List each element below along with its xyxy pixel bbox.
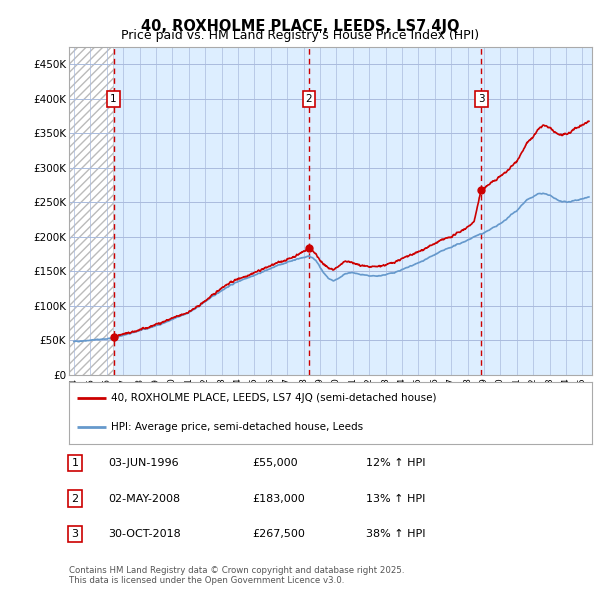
Text: £267,500: £267,500 bbox=[252, 529, 305, 539]
Text: 2: 2 bbox=[71, 494, 79, 503]
Text: 40, ROXHOLME PLACE, LEEDS, LS7 4JQ: 40, ROXHOLME PLACE, LEEDS, LS7 4JQ bbox=[141, 19, 459, 34]
Text: 3: 3 bbox=[71, 529, 79, 539]
Text: 3: 3 bbox=[478, 94, 484, 104]
Text: 1: 1 bbox=[110, 94, 117, 104]
Text: 12% ↑ HPI: 12% ↑ HPI bbox=[366, 458, 425, 468]
Text: 13% ↑ HPI: 13% ↑ HPI bbox=[366, 494, 425, 503]
Text: 03-JUN-1996: 03-JUN-1996 bbox=[108, 458, 179, 468]
Text: Contains HM Land Registry data © Crown copyright and database right 2025.
This d: Contains HM Land Registry data © Crown c… bbox=[69, 566, 404, 585]
Text: 2: 2 bbox=[305, 94, 312, 104]
Text: £183,000: £183,000 bbox=[252, 494, 305, 503]
Text: £55,000: £55,000 bbox=[252, 458, 298, 468]
Text: 1: 1 bbox=[71, 458, 79, 468]
Text: 38% ↑ HPI: 38% ↑ HPI bbox=[366, 529, 425, 539]
Text: HPI: Average price, semi-detached house, Leeds: HPI: Average price, semi-detached house,… bbox=[111, 422, 363, 432]
Text: 30-OCT-2018: 30-OCT-2018 bbox=[108, 529, 181, 539]
Bar bbox=[69, 47, 113, 375]
Text: 40, ROXHOLME PLACE, LEEDS, LS7 4JQ (semi-detached house): 40, ROXHOLME PLACE, LEEDS, LS7 4JQ (semi… bbox=[111, 394, 436, 404]
Text: Price paid vs. HM Land Registry's House Price Index (HPI): Price paid vs. HM Land Registry's House … bbox=[121, 30, 479, 42]
Text: 02-MAY-2008: 02-MAY-2008 bbox=[108, 494, 180, 503]
